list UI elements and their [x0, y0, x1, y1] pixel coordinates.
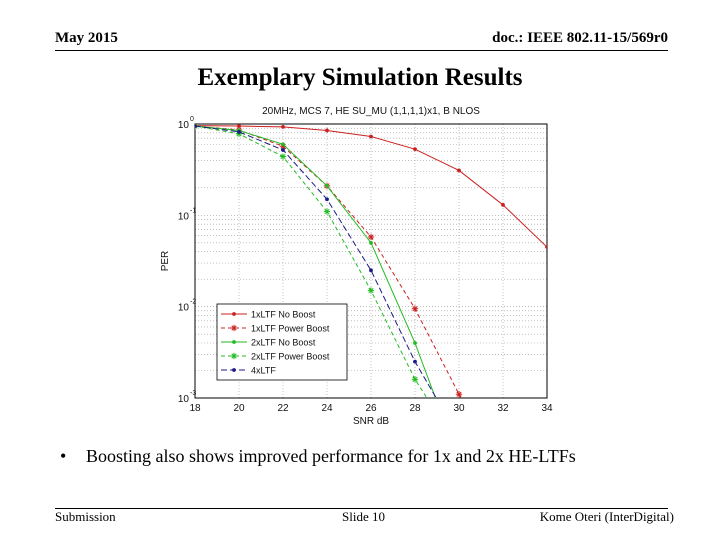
y-tick-exponent: -1 [190, 207, 196, 214]
data-point [369, 134, 373, 139]
y-tick-label: 10 [178, 211, 190, 222]
y-tick-label: 10 [178, 303, 190, 314]
marker-stroke [195, 125, 198, 129]
y-tick-label: 10 [178, 394, 190, 405]
legend-label: 1xLTF No Boost [251, 310, 316, 320]
series-4 [195, 124, 437, 398]
per-vs-snr-chart: 18 20 22 24 26 28 30 32 3410010-110-210-320MHz, … [160, 106, 553, 427]
header-date: May 2015 [55, 30, 118, 46]
x-tick-label: 20 [233, 403, 245, 414]
data-point [413, 341, 417, 345]
marker-stroke [412, 306, 418, 312]
x-tick-label: 34 [541, 403, 553, 414]
data-point [325, 128, 329, 133]
footer-author: Kome Oteri (InterDigital) [539, 509, 674, 524]
footer-slide-number: Slide 10 [342, 509, 385, 524]
data-point [230, 324, 238, 332]
x-tick-label: 24 [321, 403, 333, 414]
data-point [501, 203, 505, 207]
slide-title: Exemplary Simulation Results [197, 64, 523, 91]
x-tick-label: 26 [365, 403, 377, 414]
data-point [325, 197, 329, 202]
data-point [413, 147, 417, 152]
x-tick-label: 18 [189, 403, 201, 414]
footer-submission: Submission [55, 509, 116, 524]
marker-stroke [324, 208, 330, 215]
data-point [195, 124, 197, 128]
bullet-point: • Boosting also shows improved performanc… [60, 446, 576, 467]
marker-stroke [231, 353, 237, 359]
header-rule [55, 50, 668, 51]
marker-stroke [280, 153, 286, 160]
data-point [237, 129, 241, 134]
x-tick-label: 28 [409, 403, 421, 414]
legend-label: 4xLTF [251, 366, 276, 376]
data-point [413, 359, 417, 364]
data-point [369, 268, 373, 273]
data-point [545, 245, 547, 249]
data-point [232, 340, 236, 344]
x-tick-label: 32 [497, 403, 509, 414]
marker-stroke [456, 391, 462, 397]
marker-stroke [368, 287, 374, 294]
data-point [325, 184, 329, 188]
marker-stroke [368, 234, 374, 240]
marker-stroke [231, 325, 237, 331]
footer-rule [55, 508, 668, 509]
y-axis-label: PER [160, 251, 171, 272]
legend-label: 2xLTF No Boost [251, 338, 316, 348]
data-point [455, 391, 463, 398]
data-point [323, 208, 331, 215]
marker-stroke [195, 124, 198, 127]
series-3 [195, 124, 428, 398]
x-axis-label: SNR dB [353, 416, 389, 427]
x-tick-label: 22 [277, 403, 289, 414]
data-point [369, 240, 373, 245]
header-doc-id: doc.: IEEE 802.11-15/569r0 [492, 30, 668, 46]
data-point [367, 287, 375, 294]
data-point [281, 124, 285, 129]
data-point [411, 376, 419, 383]
y-tick-exponent: 0 [190, 116, 194, 123]
data-point [232, 368, 236, 372]
y-tick-label: 10 [178, 120, 190, 131]
data-point [457, 168, 461, 173]
marker-stroke [412, 376, 418, 382]
y-tick-exponent: -2 [190, 299, 196, 306]
legend-label: 1xLTF Power Boost [251, 324, 330, 334]
data-point [279, 153, 287, 160]
legend-label: 2xLTF Power Boost [251, 352, 330, 362]
data-point [232, 312, 236, 316]
x-tick-label: 30 [453, 403, 465, 414]
data-point [281, 148, 285, 152]
bullet-text: Boosting also shows improved performance… [86, 446, 576, 466]
data-point [281, 142, 285, 147]
bullet-icon: • [60, 446, 67, 466]
data-point [367, 233, 375, 241]
y-tick-exponent: -3 [190, 390, 196, 397]
data-point [237, 124, 241, 128]
chart-title: 20MHz, MCS 7, HE SU_MU (1,1,1,1)x1, B NL… [262, 106, 480, 117]
data-point [411, 305, 419, 312]
data-point [230, 352, 238, 360]
plot-frame [194, 123, 548, 399]
legend: 1xLTF No Boost 1xLTF Power Boost 2xLTF No … [216, 303, 348, 381]
